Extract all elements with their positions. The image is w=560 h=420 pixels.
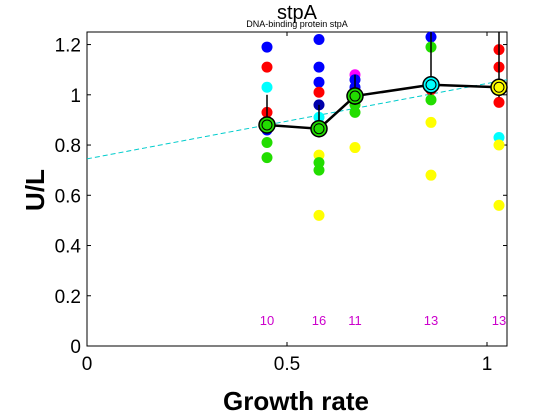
x-tick-label: 0 xyxy=(82,354,93,375)
mean-marker-inner xyxy=(313,123,325,135)
data-point xyxy=(313,149,325,161)
fit-line xyxy=(86,79,508,160)
mean-marker-inner xyxy=(261,119,273,131)
data-point xyxy=(425,94,437,106)
data-point xyxy=(493,132,505,144)
data-point xyxy=(261,61,273,73)
plot-frame xyxy=(86,31,508,347)
data-point xyxy=(313,86,325,98)
data-point xyxy=(261,41,273,53)
data-point xyxy=(313,157,325,169)
data-point xyxy=(313,34,325,46)
count-labels: 10 16 11 13 13 xyxy=(260,313,506,328)
y-tick-label: 0.6 xyxy=(55,186,81,207)
data-point xyxy=(313,209,325,221)
y-axis-label: U/L xyxy=(20,169,50,211)
y-tick-label: 0.8 xyxy=(55,136,81,157)
data-point xyxy=(349,142,361,154)
y-tick-label: 0.4 xyxy=(55,237,82,258)
x-axis-label: Growth rate xyxy=(223,386,369,416)
data-point xyxy=(261,152,273,164)
fit-line-layer xyxy=(86,79,508,160)
data-point xyxy=(493,139,505,151)
mean-series xyxy=(258,32,508,138)
data-point xyxy=(261,81,273,93)
y-tick-label: 1.2 xyxy=(55,36,81,57)
count-label: 13 xyxy=(424,313,438,328)
count-label: 11 xyxy=(348,313,362,328)
data-point xyxy=(493,96,505,108)
mean-line xyxy=(266,83,500,130)
mean-marker-inner xyxy=(493,81,505,93)
mean-marker xyxy=(490,78,508,97)
count-label: 10 xyxy=(260,313,274,328)
count-label: 13 xyxy=(492,313,506,328)
axes: 0 0.5 100.20.40.60.811.2 xyxy=(55,31,508,375)
y-tick-label: 1 xyxy=(70,86,81,107)
data-point xyxy=(425,169,437,181)
data-point xyxy=(425,116,437,128)
count-label: 16 xyxy=(312,313,326,328)
data-point xyxy=(493,199,505,211)
x-tick-label: 0.5 xyxy=(274,354,300,375)
y-tick-label: 0 xyxy=(70,337,81,358)
data-point xyxy=(313,164,325,176)
mean-marker-inner xyxy=(425,79,437,91)
mean-marker xyxy=(422,76,440,94)
mean-marker-inner xyxy=(349,90,361,102)
data-point xyxy=(349,106,361,118)
y-tick-label: 0.2 xyxy=(55,287,81,308)
mean-marker xyxy=(310,119,328,138)
mean-marker xyxy=(346,87,364,105)
chart-title: stpA xyxy=(277,2,318,24)
data-point xyxy=(261,137,273,149)
x-tick-label: 1 xyxy=(482,354,493,375)
chart-subtitle: DNA-binding protein stpA xyxy=(246,19,348,29)
mean-marker xyxy=(258,116,276,134)
data-point xyxy=(313,61,325,73)
data-point xyxy=(313,76,325,88)
